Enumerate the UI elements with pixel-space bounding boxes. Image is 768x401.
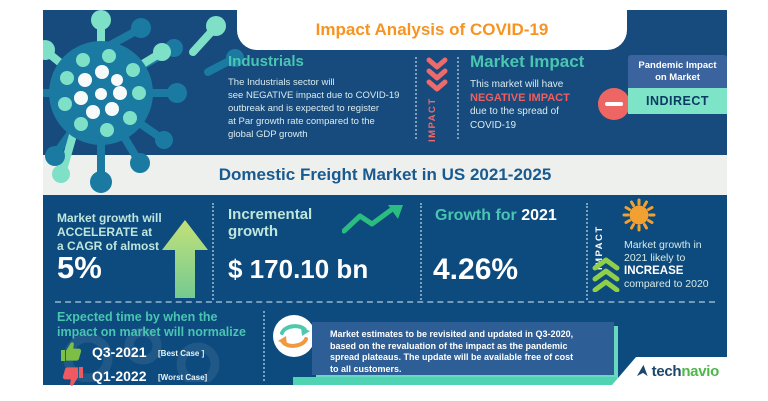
cagr-line: a CAGR of almost (57, 239, 160, 253)
market-impact-line: due to the spread of (470, 106, 559, 117)
market-impact-highlight: NEGATIVE IMPACT (470, 91, 570, 104)
header-banner: Impact Analysis of COVID-19 (237, 10, 627, 50)
growth-2021-label: Growth for 2021 (435, 207, 557, 225)
refresh-icon (273, 315, 315, 357)
growth-label-prefix: Growth for (435, 207, 522, 224)
gear-watermark (63, 327, 220, 382)
dashed-divider (55, 301, 715, 303)
industrials-line: at Par growth rate compared to the (228, 116, 375, 127)
industrials-line: global GDP growth (228, 129, 308, 140)
market-impact-heading: Market Impact (470, 52, 585, 71)
outlook-line: Market growth in (624, 239, 702, 251)
chevrons-down-icon (426, 57, 448, 92)
pandemic-impact-box: Pandemic Impact on Market INDIRECT (628, 55, 727, 114)
cagr-label: Market growth will ACCELERATE at a CAGR … (57, 211, 162, 253)
normalize-heading: Expected time by when the impact on mark… (57, 310, 246, 340)
update-note-box: Market estimates to be revisited and upd… (312, 322, 614, 375)
worst-case-note: [Worst Case] (158, 373, 208, 382)
best-case-note: [Best Case ] (158, 349, 205, 358)
thumbs-down-icon (62, 367, 83, 386)
market-impact-line: COVID-19 (470, 119, 517, 131)
thumbs-up-icon (61, 342, 82, 361)
coronavirus-illustration-icon (43, 10, 244, 193)
outlook-text: Market growth in 2021 likely to INCREASE… (624, 239, 709, 291)
cagr-line: ACCELERATE at (57, 225, 153, 239)
minus-bar (605, 102, 623, 106)
brand-name: technavio (651, 362, 720, 380)
outlook-highlight: INCREASE (624, 265, 684, 277)
best-case-value: Q3-2021 (92, 344, 147, 360)
negative-impact-icon (598, 88, 630, 120)
industrials-heading: Industrials (228, 53, 304, 70)
industrials-text: The Industrials sector will see NEGATIVE… (228, 76, 399, 141)
dotted-divider (263, 311, 265, 381)
chevrons-up-icon (592, 257, 620, 292)
note-line: to all customers. (330, 363, 402, 374)
cagr-line: Market growth will (57, 211, 162, 225)
pandemic-label-line: Pandemic Impact (638, 60, 717, 71)
market-title-text: Domestic Freight Market in US 2021-2025 (218, 165, 552, 184)
industrials-line: see NEGATIVE impact due to COVID-19 (228, 90, 400, 101)
virus-sun-icon (622, 198, 656, 232)
brand-prefix: tech (651, 362, 682, 380)
update-note-text: Market estimates to be revisited and upd… (312, 322, 614, 375)
pandemic-impact-value: INDIRECT (628, 88, 727, 114)
dotted-divider (457, 57, 459, 139)
industrials-line: The Industrials sector will (228, 77, 335, 88)
note-line: spread plateaus. The update will be avai… (330, 352, 574, 362)
normalize-heading-line: impact on market will normalize (57, 325, 246, 339)
infographic-title: Impact Analysis of COVID-19 (315, 20, 549, 39)
trend-line-arrow-icon (342, 205, 403, 234)
dotted-divider (420, 203, 422, 300)
growth-2021-value: 4.26% (433, 253, 519, 286)
brand-suffix: navio (681, 362, 719, 380)
industrials-line: outbreak and is expected to register (228, 103, 380, 114)
market-title: Domestic Freight Market in US 2021-2025 (43, 155, 727, 195)
teal-accent-bar (293, 377, 617, 385)
growth-label-year: 2021 (521, 207, 557, 224)
incremental-growth-value: $ 170.10 bn (228, 254, 369, 284)
outlook-line: compared to 2020 (624, 278, 709, 290)
market-impact-line: This market will have (470, 79, 564, 90)
dotted-divider (212, 203, 214, 300)
pandemic-impact-label: Pandemic Impact on Market (628, 55, 727, 88)
growth-up-arrow-icon (162, 220, 208, 298)
incremental-line: Incremental (228, 206, 313, 223)
note-line: based on the revaluation of the impact a… (330, 340, 568, 351)
pandemic-label-line: on Market (655, 72, 700, 83)
cagr-value: 5% (57, 250, 102, 285)
worst-case-value: Q1-2022 (92, 368, 147, 384)
incremental-line: growth (228, 223, 278, 240)
incremental-growth-label: Incremental growth (228, 206, 312, 240)
technavio-mark-icon (636, 364, 648, 377)
market-impact-text: This market will have NEGATIVE IMPACT du… (470, 78, 570, 132)
normalize-heading-line: Expected time by when the (57, 310, 218, 324)
dotted-divider (415, 57, 417, 139)
outlook-line: 2021 likely to (624, 252, 686, 264)
note-line: Market estimates to be revisited and upd… (330, 329, 574, 339)
market-title-strip (43, 155, 727, 195)
dotted-divider (586, 203, 588, 300)
impact-vertical-label-top: IMPACT (427, 97, 438, 142)
